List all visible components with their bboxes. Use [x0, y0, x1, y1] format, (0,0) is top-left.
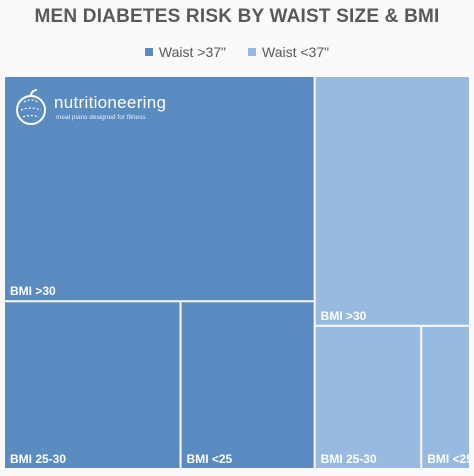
tile-label-waist-under-37-bmi-30: BMI >30: [321, 309, 367, 323]
tile-label-waist-under-37-bmi-25: BMI <25: [427, 452, 473, 466]
tile-label-waist-under-37-bmi-25-30: BMI 25-30: [321, 452, 377, 466]
tile-waist-over-37-bmi-25: [181, 302, 314, 468]
tile-label-waist-over-37-bmi-25: BMI <25: [187, 452, 233, 466]
logo-name: nutritioneering: [54, 93, 167, 112]
legend-label-waist-over-37: Waist >37": [158, 44, 226, 60]
legend: Waist >37" Waist <37": [0, 44, 474, 60]
chart-title: MEN DIABETES RISK BY WAIST SIZE & BMI: [34, 6, 440, 27]
tile-waist-under-37-bmi-30: [315, 77, 469, 325]
legend-item-waist-under-37: Waist <37": [248, 44, 329, 60]
tile-waist-over-37-bmi-25-30: [5, 302, 180, 468]
tile-waist-under-37-bmi-25: [422, 326, 469, 468]
logo-tagline: meal plans designed for fitness: [56, 114, 146, 121]
tile-waist-over-37-bmi-30: [5, 77, 314, 301]
legend-swatch-waist-over-37: [144, 48, 153, 56]
legend-swatch-waist-under-37: [248, 48, 256, 56]
tile-waist-under-37-bmi-25-30: [315, 326, 421, 468]
tile-label-waist-over-37-bmi-30: BMI >30: [10, 284, 56, 298]
apple-logo-icon: [16, 89, 46, 125]
legend-label-waist-under-37: Waist <37": [262, 44, 330, 60]
tile-label-waist-over-37-bmi-25-30: BMI 25-30: [10, 452, 66, 466]
nutritioneering-logo: nutritioneering meal plans designed for …: [14, 88, 166, 126]
legend-item-waist-over-37: Waist >37": [144, 44, 226, 60]
